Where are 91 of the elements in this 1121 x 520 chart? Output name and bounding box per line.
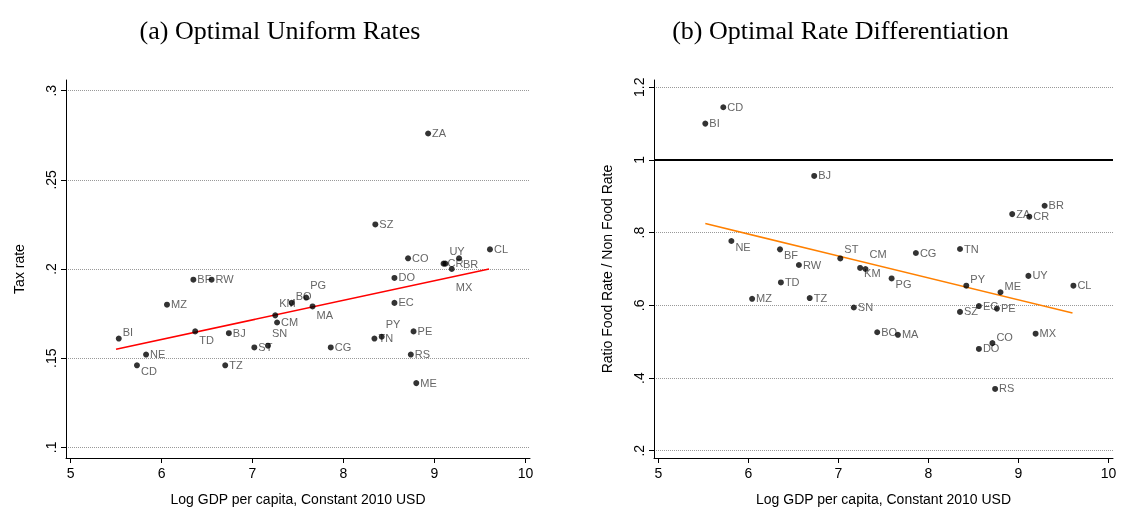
annotation: BR: [463, 257, 479, 270]
annotation: TN: [378, 332, 394, 345]
annotation: CG: [919, 246, 937, 259]
annotation: MA: [901, 328, 920, 341]
y-tick-label: 1: [631, 155, 647, 164]
annotation: BR: [1048, 199, 1064, 212]
annotation: RS: [999, 382, 1015, 395]
annotation: NE: [735, 240, 751, 253]
annotation: CD: [727, 100, 744, 113]
annotation: CR: [447, 257, 464, 270]
annotation: PE: [417, 324, 433, 337]
annotation: DO: [398, 271, 416, 284]
annotation: BF: [197, 273, 212, 286]
annotation: DO: [982, 342, 1000, 355]
annotation: PE: [1000, 302, 1016, 315]
x-tick-label: 6: [744, 465, 753, 481]
x-tick-label: 9: [1014, 465, 1023, 481]
y-tick-label: .25: [43, 169, 59, 190]
y-axis-title: Tax rate: [11, 243, 27, 294]
annotation: CO: [996, 330, 1014, 343]
annotation: CG: [334, 340, 352, 353]
y-tick-label: .1: [43, 441, 59, 454]
annotation: TZ: [229, 358, 243, 371]
annotation: ME: [1004, 279, 1021, 292]
annotation: ZA: [432, 126, 447, 139]
y-axis-title: Ratio Food Rate / Non Food Rate: [599, 164, 615, 374]
y-tick-label: .2: [631, 444, 647, 457]
annotation: MA: [316, 308, 334, 321]
annotation: BJ: [818, 169, 832, 182]
annotation: SZ: [964, 305, 979, 318]
x-tick-label: 8: [924, 465, 933, 481]
annotation: BJ: [232, 326, 246, 339]
annotation: BF: [784, 248, 799, 261]
annotation: PG: [895, 277, 912, 290]
x-tick-label: 10: [1100, 465, 1117, 481]
annotation: MX: [455, 280, 473, 293]
annotation: CL: [493, 242, 509, 255]
y-tick-label: .4: [631, 371, 647, 384]
annotation: CO: [412, 251, 430, 264]
annotation: CD: [140, 364, 157, 377]
annotation: TD: [784, 275, 800, 288]
x-tick-label: 9: [430, 465, 439, 481]
y-tick-label: .8: [631, 226, 647, 239]
annotation: KM: [864, 267, 881, 280]
annotation: PY: [385, 318, 402, 331]
annotation: SZ: [379, 217, 394, 230]
y-tick-label: .3: [43, 84, 59, 97]
annotation: CM: [869, 247, 887, 260]
x-tick-label: 10: [517, 465, 534, 481]
annotation: EC: [398, 296, 414, 309]
annotation: MZ: [756, 292, 773, 305]
x-axis-title: Log GDP per capita, Constant 2010 USD: [170, 491, 426, 507]
annotation: BO: [881, 325, 898, 338]
annotation: PG: [310, 279, 327, 292]
x-tick-label: 5: [66, 465, 75, 481]
annotation: RS: [414, 348, 431, 361]
annotation: MZ: [170, 298, 188, 311]
y-tick-label: .6: [631, 299, 647, 312]
annotation: PY: [970, 273, 986, 286]
annotation: CL: [1077, 279, 1092, 292]
annotation: BI: [122, 326, 134, 339]
chart-title: (b) Optimal Rate Differentiation: [672, 15, 1009, 45]
annotation: TN: [964, 242, 979, 255]
annotation: BI: [709, 117, 720, 130]
y-tick-label: .2: [43, 262, 59, 275]
annotation: TZ: [813, 291, 828, 304]
annotation: ZA: [1016, 207, 1031, 220]
x-tick-label: 6: [157, 465, 166, 481]
annotation: MX: [1039, 327, 1057, 340]
annotation: SN: [271, 327, 288, 340]
chart-title: (a) Optimal Uniform Rates: [139, 15, 421, 45]
annotation: BO: [295, 290, 312, 303]
annotation: TD: [199, 333, 214, 346]
y-tick-label: .15: [43, 348, 59, 368]
annotation: CR: [1033, 210, 1050, 223]
x-tick-label: 5: [654, 465, 663, 481]
annotation: ST: [844, 242, 859, 255]
x-tick-label: 7: [248, 465, 257, 481]
annotation: SN: [857, 301, 874, 314]
annotation: UY: [1032, 269, 1049, 282]
annotation: UY: [449, 245, 466, 258]
annotation: NE: [150, 348, 166, 361]
annotation: ST: [258, 340, 273, 353]
annotation: CM: [281, 315, 299, 328]
y-tick-label: 1.2: [631, 77, 647, 97]
annotation: RW: [802, 258, 822, 271]
x-tick-label: 7: [834, 465, 843, 481]
annotation: RW: [215, 273, 235, 286]
x-axis-title: Log GDP per capita, Constant 2010 USD: [755, 491, 1012, 507]
x-tick-label: 8: [339, 465, 348, 481]
annotation: ME: [420, 376, 437, 389]
